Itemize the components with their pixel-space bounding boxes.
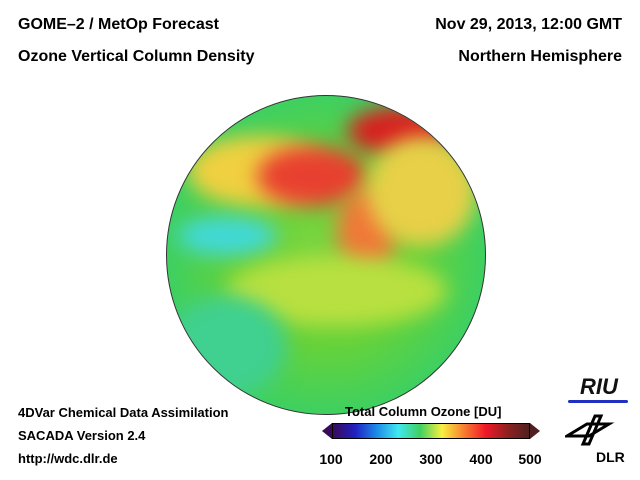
colorbar-tick: 400 [469,451,493,467]
colorbar-max-arrow [530,423,540,439]
dlr-logo-icon [565,414,615,446]
riu-logo-wave [568,400,628,403]
riu-logo: RIU [580,374,618,399]
colorbar-tick: 200 [369,451,393,467]
colorbar-title: Total Column Ozone [DU] [345,404,502,419]
region-label: Northern Hemisphere [458,48,622,65]
product-subtitle: Ozone Vertical Column Density [18,48,255,65]
product-title: GOME–2 / MetOp Forecast [18,16,219,33]
colorbar-tick: 300 [419,451,443,467]
website-link[interactable]: http://wdc.dlr.de [18,451,118,466]
forecast-date: Nov 29, 2013, 12:00 GMT [435,16,622,33]
colorbar-min-arrow [322,423,332,439]
colorbar-tick: 100 [319,451,343,467]
colorbar [332,423,530,439]
colorbar-tick: 500 [518,451,542,467]
ozone-globe-map [166,95,486,415]
assimilation-label: 4DVar Chemical Data Assimilation [18,405,229,420]
version-label: SACADA Version 2.4 [18,428,146,443]
dlr-logo-text: DLR [596,449,625,465]
